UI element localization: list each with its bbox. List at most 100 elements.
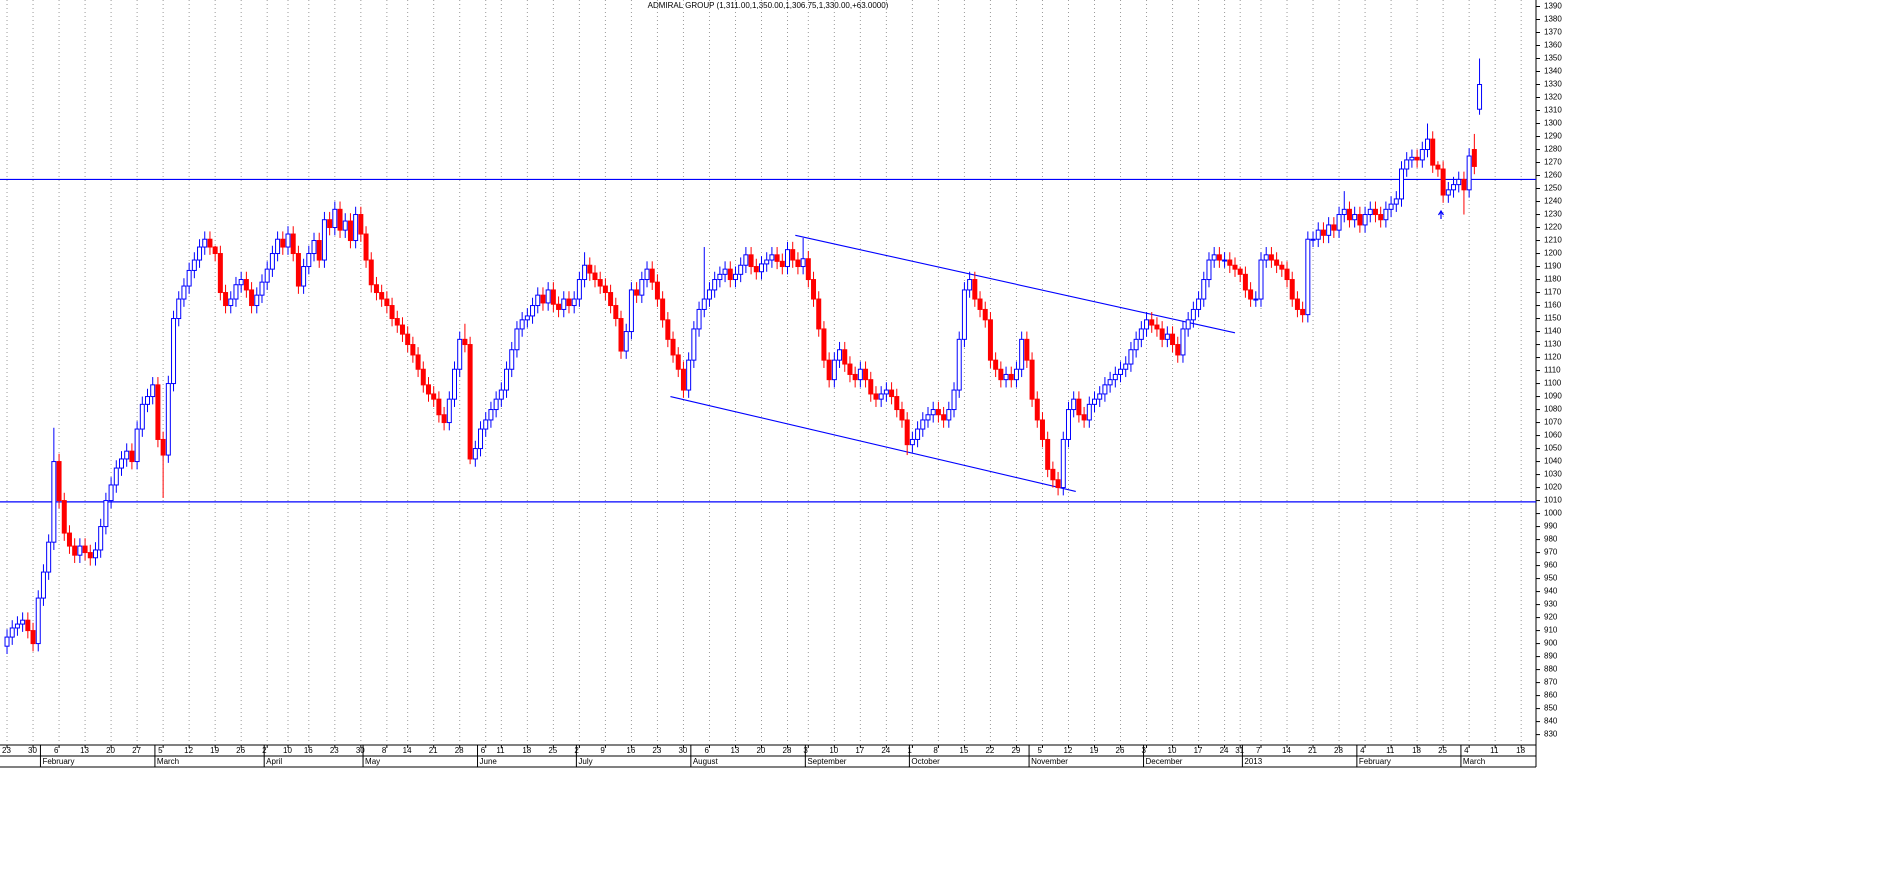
candle-body xyxy=(1378,214,1384,221)
candle-body xyxy=(530,305,536,317)
candle-body xyxy=(1346,208,1352,221)
y-tick-label: 1010 xyxy=(1544,496,1562,505)
y-tick-label: 920 xyxy=(1544,613,1558,622)
candle-body xyxy=(758,263,764,273)
y-tick-label: 1360 xyxy=(1544,41,1562,50)
y-tick-label: 1120 xyxy=(1544,353,1562,362)
y-tick-label: 1140 xyxy=(1544,327,1562,336)
candle-body xyxy=(946,409,952,421)
y-tick-label: 1240 xyxy=(1544,197,1562,206)
candle-body xyxy=(358,214,364,235)
x-tick-label: 18 xyxy=(522,746,531,755)
candle-body xyxy=(1045,438,1051,470)
candle-body xyxy=(909,438,915,446)
y-tick-label: 880 xyxy=(1544,665,1558,674)
y-tick-label: 1380 xyxy=(1544,15,1562,24)
candle-body xyxy=(675,354,681,370)
candle-body xyxy=(87,552,93,559)
candle-body xyxy=(1398,168,1404,200)
candle-body xyxy=(826,359,832,381)
candle-body xyxy=(363,233,369,261)
candle-body xyxy=(446,398,452,424)
month-label: February xyxy=(1359,757,1391,766)
x-tick-label: 26 xyxy=(1116,746,1125,755)
x-tick-label: 8 xyxy=(382,746,387,755)
candle-body xyxy=(467,344,473,460)
candle-body xyxy=(545,289,551,304)
candle-body xyxy=(1393,198,1399,205)
candle-body xyxy=(1477,84,1483,110)
candle-body xyxy=(878,393,884,400)
candle-body xyxy=(831,359,837,381)
x-tick-label: 23 xyxy=(330,746,339,755)
x-tick-label: 17 xyxy=(855,746,864,755)
candle-body xyxy=(623,331,629,352)
y-tick-label: 1100 xyxy=(1544,379,1562,388)
y-tick-label: 940 xyxy=(1544,587,1558,596)
candle-body xyxy=(524,315,530,321)
candle-body xyxy=(660,298,666,321)
x-tick-label: 26 xyxy=(236,746,245,755)
y-tick-label: 1040 xyxy=(1544,457,1562,466)
y-tick-label: 950 xyxy=(1544,574,1558,583)
candle-body xyxy=(51,461,57,543)
candle-body xyxy=(223,292,229,307)
candle-body xyxy=(238,279,244,286)
x-tick-label: 10 xyxy=(283,746,292,755)
candle-body xyxy=(202,238,208,248)
candle-body xyxy=(935,409,941,416)
x-tick-label: 10 xyxy=(1168,746,1177,755)
candle-body xyxy=(389,305,395,320)
candle-body xyxy=(1367,208,1373,216)
candle-body xyxy=(40,571,46,599)
candle-body xyxy=(155,384,161,440)
candle-body xyxy=(243,279,249,291)
y-tick-label: 1150 xyxy=(1544,314,1562,323)
candle-body xyxy=(613,305,619,320)
candle-body xyxy=(1118,368,1124,375)
candle-body xyxy=(139,403,145,430)
candle-body xyxy=(998,368,1004,381)
candle-body xyxy=(571,298,577,307)
month-label: September xyxy=(807,757,846,766)
candle-body xyxy=(1003,373,1009,381)
candle-body xyxy=(956,338,962,391)
y-tick-label: 870 xyxy=(1544,678,1558,687)
candle-body xyxy=(915,428,921,440)
candle-body xyxy=(113,467,119,486)
y-tick-label: 1330 xyxy=(1544,80,1562,89)
candle-body xyxy=(1196,298,1202,310)
x-tick-label: 18 xyxy=(1412,746,1421,755)
x-tick-label: 31 xyxy=(1235,746,1244,755)
candle-body xyxy=(1071,398,1077,411)
candle-body xyxy=(930,409,936,416)
candle-body xyxy=(436,398,442,416)
x-tick-label: 28 xyxy=(1334,746,1343,755)
month-label: June xyxy=(480,757,498,766)
candle-body xyxy=(1227,259,1233,266)
y-tick-label: 1220 xyxy=(1544,223,1562,232)
x-tick-label: 20 xyxy=(106,746,115,755)
candle-body xyxy=(1097,393,1103,400)
y-tick-label: 1370 xyxy=(1544,28,1562,37)
candle-body xyxy=(1445,189,1451,196)
candle-body xyxy=(1284,268,1290,281)
candle-body xyxy=(987,319,993,361)
candle-body xyxy=(295,253,301,287)
candle-body xyxy=(1065,409,1071,440)
candle-body xyxy=(415,354,421,370)
candle-body xyxy=(1232,264,1238,270)
candle-body xyxy=(691,328,697,361)
y-tick-label: 990 xyxy=(1544,522,1558,531)
candle-body xyxy=(160,438,166,456)
arrow-annotation xyxy=(1437,209,1445,219)
candle-body xyxy=(20,619,26,625)
candle-body xyxy=(540,294,546,304)
x-tick-label: 29 xyxy=(1011,746,1020,755)
x-tick-label: 19 xyxy=(1090,746,1099,755)
x-tick-label: 25 xyxy=(1438,746,1447,755)
candle-body xyxy=(1451,184,1457,191)
x-tick-label: 24 xyxy=(881,746,890,755)
candle-body xyxy=(821,328,827,361)
candle-body xyxy=(103,500,109,528)
